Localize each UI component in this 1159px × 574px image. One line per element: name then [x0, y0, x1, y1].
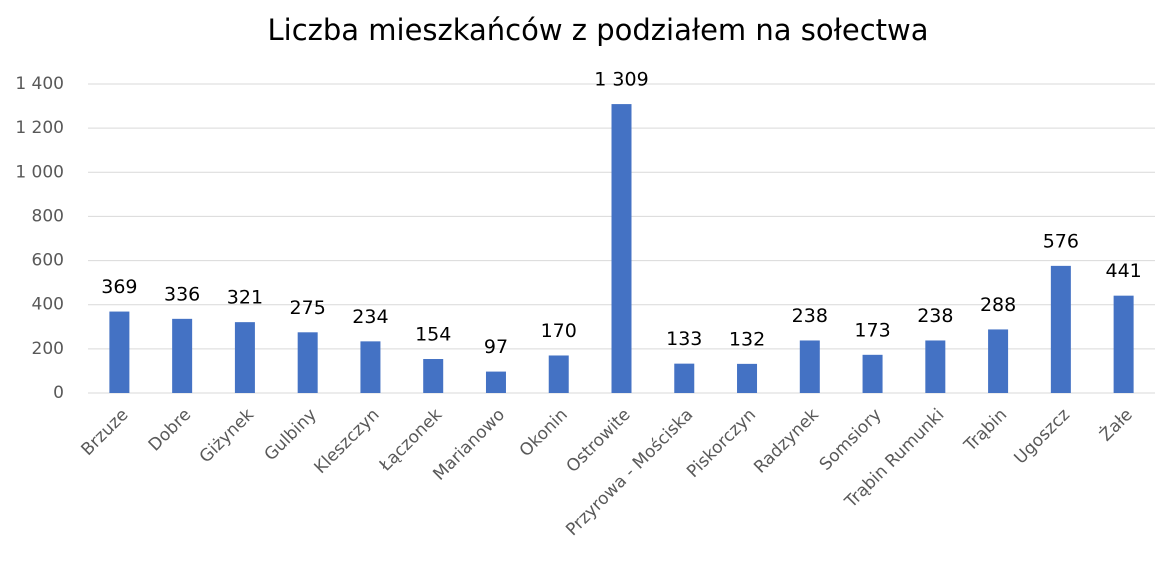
bar — [1050, 265, 1071, 393]
data-label: 234 — [352, 306, 388, 328]
x-tick-label: Żałe — [1095, 404, 1136, 445]
bar — [485, 371, 506, 393]
y-tick-label: 1 400 — [15, 74, 64, 94]
y-tick-label: 1 200 — [15, 118, 64, 138]
data-label: 132 — [729, 328, 765, 350]
x-tick-label: Radzynek — [750, 405, 823, 478]
bar — [611, 104, 632, 394]
bar — [234, 322, 255, 393]
data-label: 275 — [290, 297, 326, 319]
data-label: 576 — [1043, 230, 1079, 252]
x-tick-label: Okonin — [516, 405, 572, 461]
data-label: 336 — [164, 283, 200, 305]
bar — [109, 311, 130, 393]
data-label: 238 — [792, 305, 828, 327]
data-label: 97 — [484, 336, 508, 358]
chart-title: Liczba mieszkańców z podziałem na sołect… — [267, 13, 928, 47]
x-tick-label: Przyrowa - Mościska — [562, 405, 697, 540]
data-label: 288 — [980, 294, 1016, 316]
y-tick-label: 1 000 — [15, 162, 64, 182]
bar — [988, 329, 1009, 393]
bar — [862, 354, 883, 393]
x-tick-label: Kleszczyn — [311, 405, 384, 478]
y-tick-label: 400 — [32, 295, 64, 315]
data-label: 173 — [854, 319, 890, 341]
bar — [737, 363, 758, 393]
bar — [674, 363, 695, 393]
x-tick-label: Ugoszcz — [1011, 405, 1074, 468]
data-label: 238 — [917, 305, 953, 327]
data-label: 154 — [415, 324, 451, 346]
x-tick-label: Brzuze — [77, 405, 132, 460]
data-label: 369 — [101, 276, 137, 298]
bar — [925, 340, 946, 393]
bar — [1113, 295, 1134, 393]
data-label: 321 — [227, 287, 263, 309]
y-tick-label: 200 — [32, 339, 64, 359]
data-label: 133 — [666, 328, 702, 350]
bar — [360, 341, 381, 393]
y-tick-label: 800 — [32, 206, 64, 226]
data-label: 1 309 — [594, 69, 648, 91]
bar — [799, 340, 820, 393]
data-label: 170 — [541, 320, 577, 342]
bar — [423, 359, 444, 393]
x-tick-label: Giżynek — [196, 405, 258, 467]
x-tick-label: Dobre — [145, 405, 195, 455]
y-tick-label: 600 — [32, 251, 64, 271]
data-label: 441 — [1105, 260, 1141, 282]
x-tick-label: Gulbiny — [261, 405, 321, 465]
bar — [172, 318, 193, 393]
bar — [297, 332, 318, 393]
y-tick-label: 0 — [53, 383, 64, 403]
bar — [548, 355, 569, 393]
x-tick-label: Trąbin — [960, 405, 1011, 456]
